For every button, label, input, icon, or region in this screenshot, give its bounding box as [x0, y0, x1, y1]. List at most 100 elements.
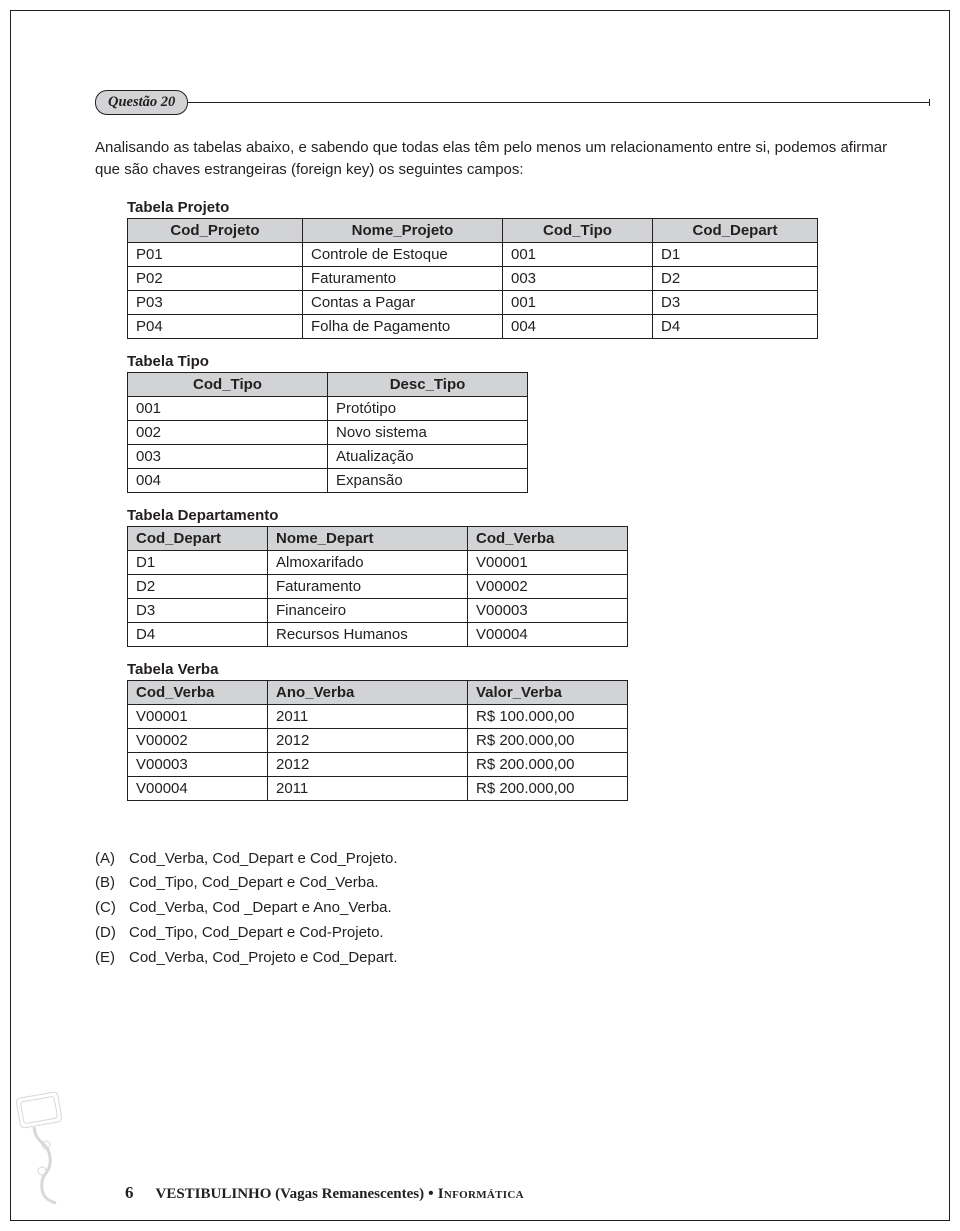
- td: R$ 200.000,00: [468, 728, 628, 752]
- td: Recursos Humanos: [268, 622, 468, 646]
- table-header-row: Cod_Tipo Desc_Tipo: [128, 372, 528, 396]
- question-pill: Questão 20: [95, 90, 188, 115]
- option-letter: (B): [95, 871, 129, 896]
- td: 002: [128, 420, 328, 444]
- table-row: 001Protótipo: [128, 396, 528, 420]
- table-row: D1AlmoxarifadoV00001: [128, 550, 628, 574]
- th: Desc_Tipo: [328, 372, 528, 396]
- td: P03: [128, 290, 303, 314]
- option-text: Cod_Verba, Cod_Projeto e Cod_Depart.: [129, 946, 398, 971]
- option-text: Cod_Tipo, Cod_Depart e Cod-Projeto.: [129, 921, 384, 946]
- td: V00004: [128, 776, 268, 800]
- td: P01: [128, 242, 303, 266]
- table-row: 004Expansão: [128, 468, 528, 492]
- content-area: Questão 20 Analisando as tabelas abaixo,…: [95, 90, 930, 970]
- th: Cod_Depart: [128, 526, 268, 550]
- td: D1: [653, 242, 818, 266]
- option-letter: (D): [95, 921, 129, 946]
- td: 001: [503, 242, 653, 266]
- td: P02: [128, 266, 303, 290]
- th: Ano_Verba: [268, 680, 468, 704]
- td: V00003: [128, 752, 268, 776]
- td: Faturamento: [268, 574, 468, 598]
- th: Nome_Projeto: [303, 218, 503, 242]
- table-row: P02Faturamento003D2: [128, 266, 818, 290]
- option-c: (C)Cod_Verba, Cod _Depart e Ano_Verba.: [95, 896, 930, 921]
- td: R$ 200.000,00: [468, 752, 628, 776]
- page-footer: 6 VESTIBULINHO (Vagas Remanescentes) • I…: [125, 1183, 524, 1203]
- td: D3: [653, 290, 818, 314]
- td: Novo sistema: [328, 420, 528, 444]
- option-a: (A)Cod_Verba, Cod_Depart e Cod_Projeto.: [95, 847, 930, 872]
- td: V00004: [468, 622, 628, 646]
- tables-block: Tabela Projeto Cod_Projeto Nome_Projeto …: [127, 199, 930, 801]
- td: P04: [128, 314, 303, 338]
- table-header-row: Cod_Projeto Nome_Projeto Cod_Tipo Cod_De…: [128, 218, 818, 242]
- td: 2011: [268, 704, 468, 728]
- table-header-row: Cod_Verba Ano_Verba Valor_Verba: [128, 680, 628, 704]
- table-row: 003Atualização: [128, 444, 528, 468]
- option-letter: (A): [95, 847, 129, 872]
- td: V00001: [128, 704, 268, 728]
- question-header: Questão 20: [95, 90, 930, 115]
- td: V00002: [128, 728, 268, 752]
- td: 2012: [268, 728, 468, 752]
- th: Valor_Verba: [468, 680, 628, 704]
- th: Cod_Verba: [468, 526, 628, 550]
- table-row: V000032012R$ 200.000,00: [128, 752, 628, 776]
- td: 004: [503, 314, 653, 338]
- td: 001: [503, 290, 653, 314]
- footer-subject: Informática: [438, 1186, 524, 1202]
- table-departamento-title: Tabela Departamento: [127, 507, 930, 524]
- table-row: V000042011R$ 200.000,00: [128, 776, 628, 800]
- td: 003: [503, 266, 653, 290]
- td: Contas a Pagar: [303, 290, 503, 314]
- td: 2012: [268, 752, 468, 776]
- td: R$ 100.000,00: [468, 704, 628, 728]
- table-projeto: Cod_Projeto Nome_Projeto Cod_Tipo Cod_De…: [127, 218, 818, 339]
- td: Atualização: [328, 444, 528, 468]
- table-row: P04Folha de Pagamento004D4: [128, 314, 818, 338]
- th: Cod_Depart: [653, 218, 818, 242]
- option-e: (E)Cod_Verba, Cod_Projeto e Cod_Depart.: [95, 946, 930, 971]
- td: 003: [128, 444, 328, 468]
- td: Expansão: [328, 468, 528, 492]
- table-projeto-title: Tabela Projeto: [127, 199, 930, 216]
- td: V00003: [468, 598, 628, 622]
- answer-options: (A)Cod_Verba, Cod_Depart e Cod_Projeto. …: [95, 847, 930, 971]
- td: R$ 200.000,00: [468, 776, 628, 800]
- td: D4: [653, 314, 818, 338]
- table-row: V000012011R$ 100.000,00: [128, 704, 628, 728]
- table-row: D2FaturamentoV00002: [128, 574, 628, 598]
- td: D2: [653, 266, 818, 290]
- td: Protótipo: [328, 396, 528, 420]
- table-row: D4Recursos HumanosV00004: [128, 622, 628, 646]
- option-letter: (C): [95, 896, 129, 921]
- td: D3: [128, 598, 268, 622]
- table-row: 002Novo sistema: [128, 420, 528, 444]
- table-row: V000022012R$ 200.000,00: [128, 728, 628, 752]
- td: V00001: [468, 550, 628, 574]
- option-d: (D)Cod_Tipo, Cod_Depart e Cod-Projeto.: [95, 921, 930, 946]
- option-text: Cod_Verba, Cod_Depart e Cod_Projeto.: [129, 847, 398, 872]
- table-verba-title: Tabela Verba: [127, 661, 930, 678]
- td: D2: [128, 574, 268, 598]
- th: Cod_Tipo: [128, 372, 328, 396]
- td: Almoxarifado: [268, 550, 468, 574]
- option-letter: (E): [95, 946, 129, 971]
- td: 001: [128, 396, 328, 420]
- td: 2011: [268, 776, 468, 800]
- th: Nome_Depart: [268, 526, 468, 550]
- td: Financeiro: [268, 598, 468, 622]
- td: Folha de Pagamento: [303, 314, 503, 338]
- table-verba: Cod_Verba Ano_Verba Valor_Verba V0000120…: [127, 680, 628, 801]
- decorative-stamp-icon: [12, 1091, 94, 1206]
- footer-dot: •: [428, 1185, 433, 1202]
- td: 004: [128, 468, 328, 492]
- table-row: P03Contas a Pagar001D3: [128, 290, 818, 314]
- option-b: (B)Cod_Tipo, Cod_Depart e Cod_Verba.: [95, 871, 930, 896]
- footer-vest: VESTIBULINHO (Vagas Remanescentes): [156, 1186, 425, 1202]
- td: Controle de Estoque: [303, 242, 503, 266]
- th: Cod_Verba: [128, 680, 268, 704]
- th: Cod_Projeto: [128, 218, 303, 242]
